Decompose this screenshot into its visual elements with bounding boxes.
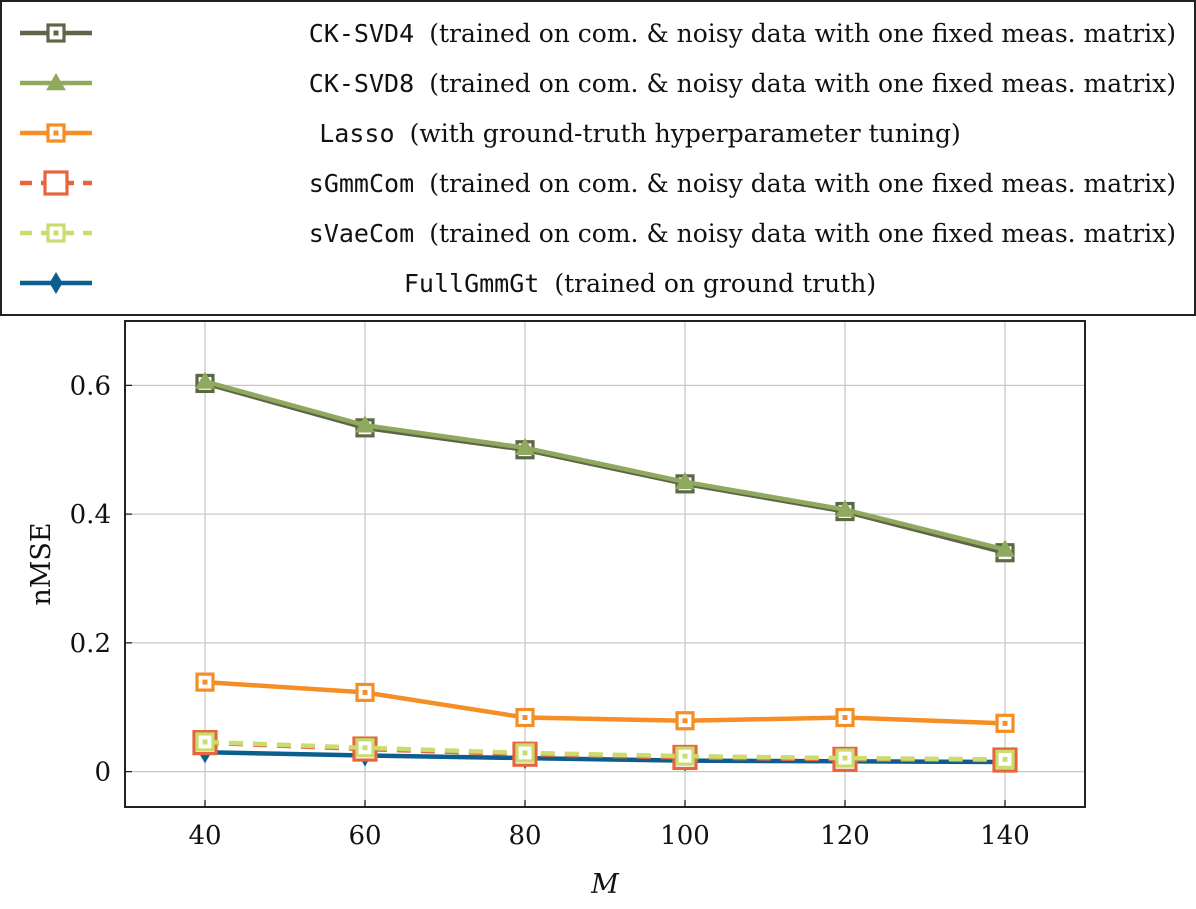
y-tick-label: 0.6 bbox=[70, 371, 111, 401]
marker-square-center bbox=[362, 689, 368, 695]
x-tick-label: 140 bbox=[980, 821, 1030, 851]
data-point bbox=[995, 539, 1015, 557]
series-sGmmCom bbox=[192, 730, 1018, 773]
marker-triangle bbox=[355, 415, 375, 433]
data-point bbox=[675, 746, 695, 766]
marker-square-center bbox=[53, 130, 59, 136]
series-CK-SVD4 bbox=[195, 373, 1015, 563]
y-tick-label: 0 bbox=[94, 758, 111, 788]
marker-triangle bbox=[515, 437, 535, 456]
legend-label: CK-SVD8 (trained on com. & noisy data wi… bbox=[309, 69, 1176, 98]
marker-triangle bbox=[195, 371, 215, 389]
series-layer bbox=[192, 371, 1018, 773]
marker-triangle bbox=[835, 499, 855, 517]
y-tick-label: 0.4 bbox=[70, 500, 111, 530]
x-tick-label: 60 bbox=[348, 821, 381, 851]
series-line bbox=[204, 381, 1006, 555]
data-point bbox=[995, 749, 1015, 769]
y-tick-label: 0.2 bbox=[70, 629, 111, 659]
data-point bbox=[675, 471, 695, 490]
series-line bbox=[204, 739, 1006, 762]
marker-square-center bbox=[362, 745, 368, 751]
plot-area: 40 60 80 100 120 140 0 0.2 0.4 0.6 M nMSE bbox=[26, 320, 1086, 900]
marker-square-center bbox=[202, 739, 208, 745]
legend-entry-CK-SVD8: CK-SVD8 (trained on com. & noisy data wi… bbox=[20, 69, 1176, 98]
data-point bbox=[355, 682, 375, 703]
x-tick-label: 40 bbox=[188, 821, 221, 851]
marker-square-center bbox=[202, 679, 208, 685]
data-point bbox=[835, 707, 855, 728]
marker-square-center bbox=[842, 755, 848, 761]
x-tick-label: 80 bbox=[508, 821, 541, 851]
data-point bbox=[195, 672, 215, 692]
data-point bbox=[515, 707, 535, 728]
data-point bbox=[995, 713, 1015, 733]
legend-entry-Lasso: Lasso (with ground-truth hyperparameter … bbox=[20, 119, 961, 148]
x-tick-label: 120 bbox=[820, 821, 870, 851]
x-tick-label: 100 bbox=[660, 821, 710, 851]
series-CK-SVD8 bbox=[195, 371, 1015, 557]
y-axis-label: nMSE bbox=[26, 522, 57, 605]
plot-frame bbox=[124, 320, 1086, 808]
marker-square-center bbox=[842, 715, 848, 721]
legend-label: Lasso (with ground-truth hyperparameter … bbox=[319, 119, 960, 148]
legend-label: FullGmmGt (trained on ground truth) bbox=[404, 269, 876, 298]
marker-square-center bbox=[682, 753, 688, 759]
series-line bbox=[204, 379, 1006, 552]
legend-label: CK-SVD4 (trained on com. & noisy data wi… bbox=[309, 19, 1176, 48]
legend-entry-sGmmCom: sGmmCom (trained on com. & noisy data wi… bbox=[20, 169, 1176, 198]
legend-entry-FullGmmGt: FullGmmGt (trained on ground truth) bbox=[20, 269, 876, 298]
legend-frame bbox=[0, 0, 1196, 316]
marker-square-center bbox=[53, 230, 59, 236]
marker-square-large bbox=[43, 170, 69, 196]
marker-square-center bbox=[1002, 720, 1008, 726]
legend-label: sGmmCom (trained on com. & noisy data wi… bbox=[309, 169, 1176, 198]
series-line bbox=[204, 750, 1006, 765]
marker-triangle bbox=[675, 471, 695, 490]
data-point bbox=[355, 738, 375, 758]
marker-triangle bbox=[995, 539, 1015, 557]
data-point bbox=[675, 711, 695, 731]
legend-entry-sVaeCom: sVaeCom (trained on com. & noisy data wi… bbox=[20, 219, 1176, 248]
data-point bbox=[515, 437, 535, 456]
series-sVaeCom bbox=[195, 732, 1015, 769]
data-point bbox=[195, 732, 215, 752]
legend-label: sVaeCom (trained on com. & noisy data wi… bbox=[309, 219, 1176, 248]
marker-square-center bbox=[1002, 756, 1008, 762]
data-point bbox=[835, 499, 855, 517]
data-point bbox=[515, 743, 535, 763]
marker-triangle bbox=[46, 72, 66, 91]
series-line bbox=[204, 679, 1006, 726]
marker-square-center bbox=[682, 718, 688, 724]
marker-diamond bbox=[49, 272, 63, 294]
data-point bbox=[355, 415, 375, 433]
series-Lasso bbox=[195, 672, 1015, 733]
grid bbox=[125, 321, 1085, 807]
legend-entry-CK-SVD4: CK-SVD4 (trained on com. & noisy data wi… bbox=[20, 19, 1176, 48]
legend: CK-SVD4 (trained on com. & noisy data wi… bbox=[0, 0, 1196, 316]
marker-square-center bbox=[522, 750, 528, 756]
x-axis-label: M bbox=[590, 869, 620, 900]
tick-labels: 40 60 80 100 120 140 0 0.2 0.4 0.6 bbox=[70, 371, 1030, 851]
marker-square-center bbox=[53, 30, 59, 36]
marker-square-center bbox=[522, 715, 528, 721]
data-point bbox=[195, 371, 215, 389]
data-point bbox=[835, 748, 855, 768]
